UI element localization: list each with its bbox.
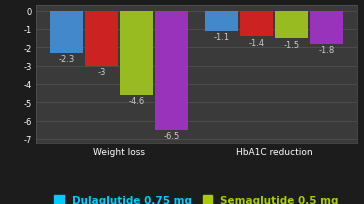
Text: -3: -3 [97, 68, 106, 77]
Bar [50, 12, 83, 53]
Text: -1.1: -1.1 [213, 33, 229, 42]
Text: -1.8: -1.8 [318, 46, 335, 55]
Bar [275, 12, 308, 39]
Bar [120, 12, 153, 95]
Text: -4.6: -4.6 [128, 97, 145, 106]
Bar [240, 12, 273, 37]
Text: -6.5: -6.5 [164, 132, 180, 141]
Text: -1.4: -1.4 [248, 39, 265, 48]
Bar [85, 12, 118, 66]
Text: -2.3: -2.3 [58, 55, 75, 64]
Text: -1.5: -1.5 [284, 40, 300, 49]
Bar [310, 12, 343, 44]
Legend: Dulaglutide 0.75 mg, Semaglutide 0.5 mg: Dulaglutide 0.75 mg, Semaglutide 0.5 mg [50, 191, 343, 204]
Bar [155, 12, 188, 130]
Bar [205, 12, 238, 32]
